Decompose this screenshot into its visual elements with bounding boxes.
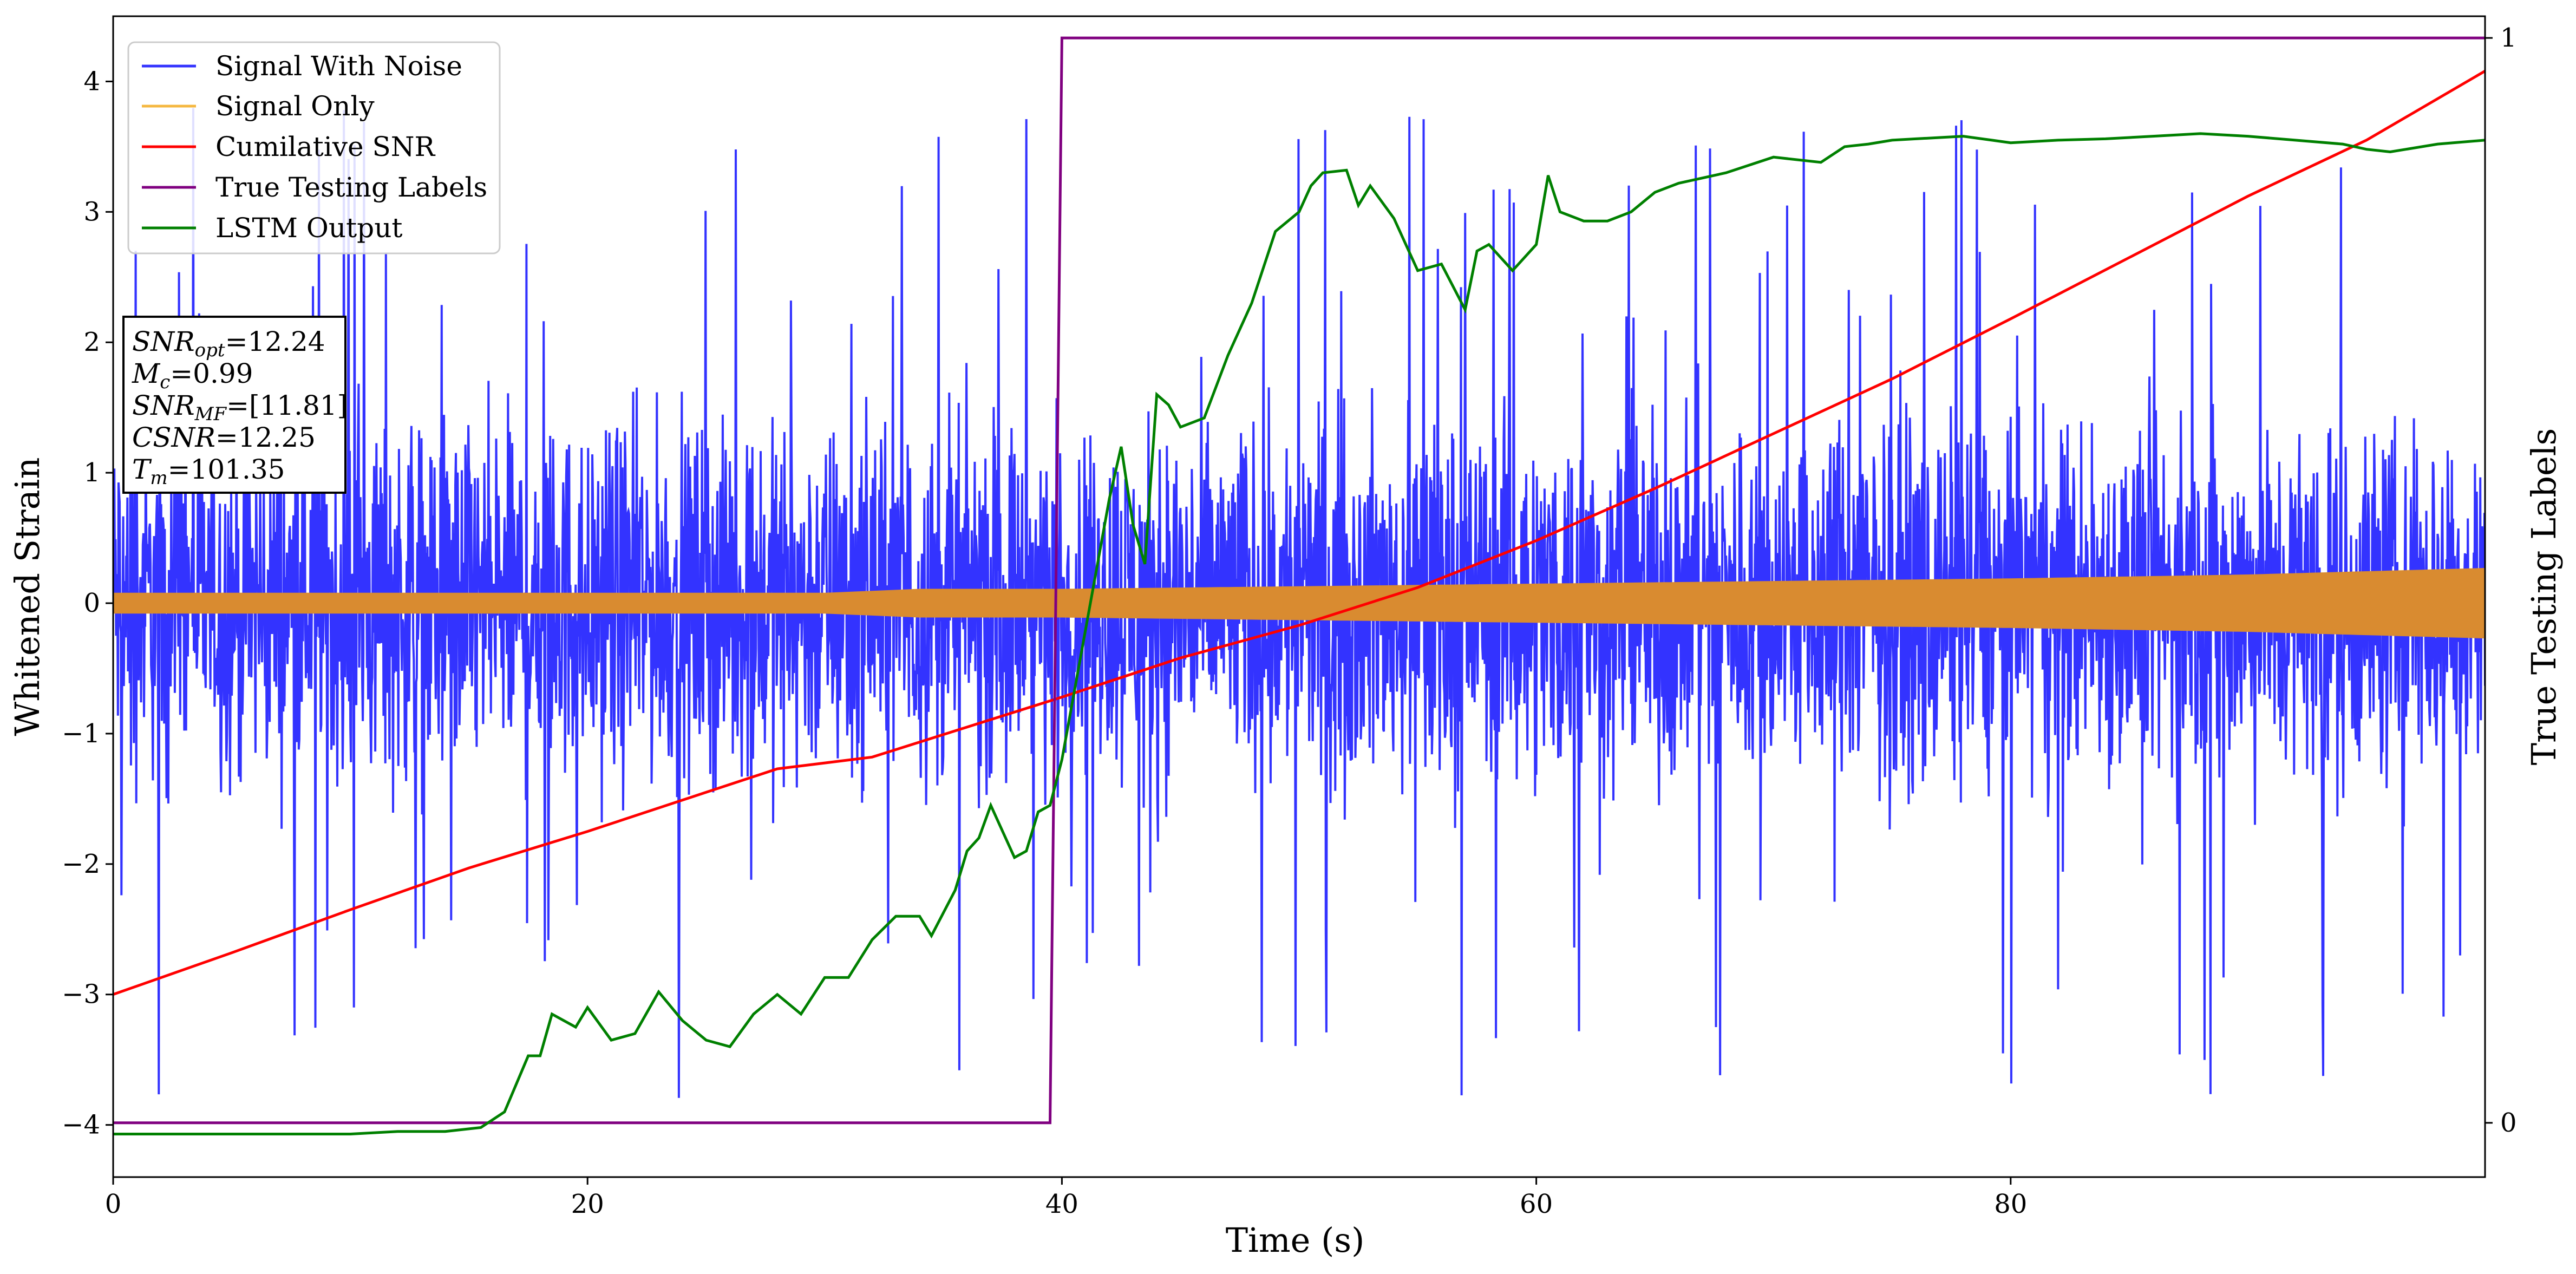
- y-tick-label: −3: [62, 979, 100, 1010]
- y2-tick-label: 0: [2500, 1108, 2517, 1138]
- series-lstm-output: [113, 132, 2485, 1135]
- info-line-mc: Mc=0.99: [132, 358, 253, 393]
- y-tick-label: −1: [62, 718, 100, 749]
- x-tick-label: 60: [1520, 1189, 1553, 1219]
- info-line-tm: Tm=101.35: [132, 454, 285, 489]
- series-signal-only: [113, 568, 2485, 639]
- x-tick-label: 20: [571, 1189, 604, 1219]
- info-box: SNRopt=12.24 Mc=0.99 SNRMF=[11.81] CSNR=…: [122, 316, 348, 494]
- legend-label-lstm-output: LSTM Output: [215, 212, 402, 244]
- y2-tick-label: 1: [2500, 23, 2517, 53]
- info-box-frame: [122, 316, 346, 494]
- y-tick-label: 4: [83, 66, 100, 96]
- y2-axis-label: True Testing Labels: [2524, 428, 2564, 766]
- x-axis-label: Time (s): [1226, 1220, 1365, 1260]
- y-tick-label: 3: [83, 197, 100, 227]
- x-tick-label: 80: [1994, 1189, 2027, 1219]
- x-tick-label: 0: [105, 1189, 122, 1219]
- y-tick-label: −2: [62, 849, 100, 879]
- data-layer: [113, 36, 2485, 1135]
- info-line-snr-mf: SNRMF=[11.81]: [132, 390, 348, 425]
- legend-label-signal-only: Signal Only: [215, 90, 375, 122]
- info-line-csnr: CSNR=12.25: [132, 422, 316, 453]
- x-tick-label: 40: [1045, 1189, 1078, 1219]
- legend-label-signal-with-noise: Signal With Noise: [215, 50, 462, 82]
- series-cumilative-snr: [113, 70, 2485, 996]
- y-tick-label: 1: [83, 458, 100, 488]
- plot-frame: [112, 15, 2486, 1178]
- legend-box: [127, 41, 501, 254]
- series-true-testing-labels: [113, 36, 2485, 1125]
- y-tick-label: −4: [62, 1110, 100, 1140]
- legend: Signal With Noise Signal Only Cumilative…: [127, 41, 501, 254]
- y-tick-label: 2: [83, 327, 100, 357]
- legend-label-cumilative-snr: Cumilative SNR: [215, 131, 435, 162]
- info-line-snr-opt: SNRopt=12.24: [132, 326, 325, 361]
- y-tick-label: 0: [83, 588, 100, 618]
- y-axis-label: Whitened Strain: [8, 458, 47, 736]
- legend-label-true-testing-labels: True Testing Labels: [215, 172, 487, 203]
